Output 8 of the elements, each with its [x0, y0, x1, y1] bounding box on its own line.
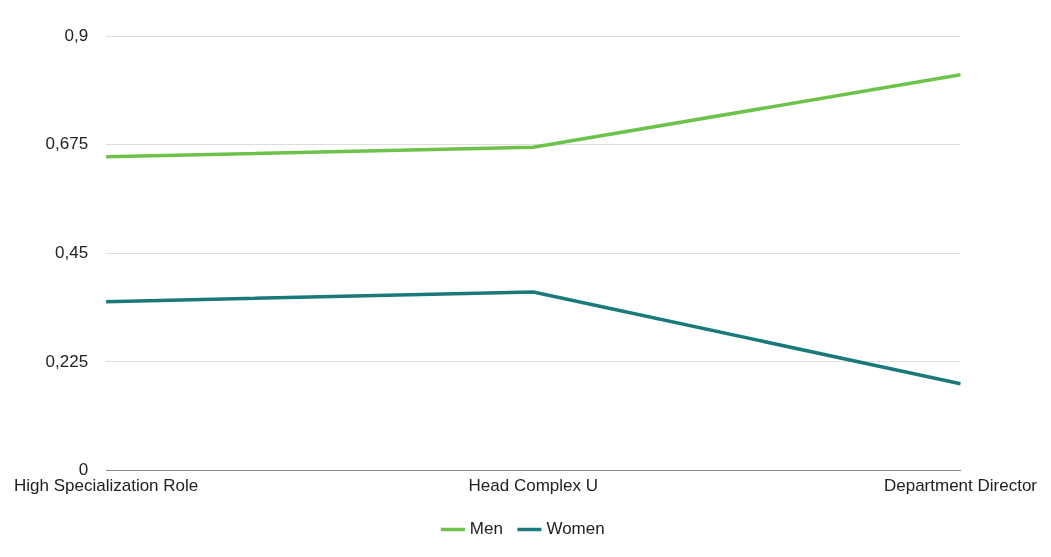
y-tick-label: 0,9 [64, 25, 89, 45]
y-tick-label: 0,675 [45, 134, 89, 154]
y-tick-label: 0,45 [55, 243, 89, 263]
x-tick-label: Head Complex U [468, 476, 599, 496]
legend-label: Men [469, 519, 503, 539]
y-tick-label: 0,225 [45, 351, 89, 371]
legend-label: Women [546, 519, 605, 539]
x-tick-label: Department Director [883, 476, 1038, 496]
